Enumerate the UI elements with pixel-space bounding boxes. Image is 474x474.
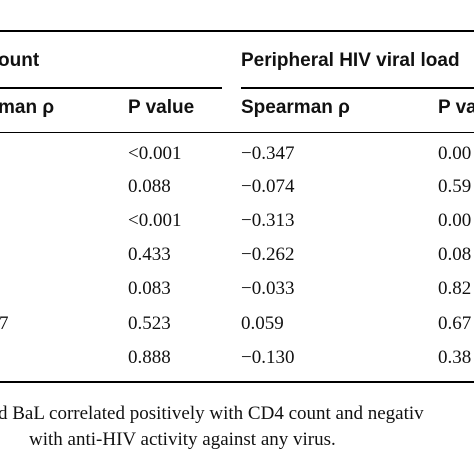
top-rule (0, 30, 474, 32)
col-header-spearman-left: man ρ (0, 97, 55, 118)
p-value-cell: 0.523 (128, 313, 171, 334)
p-value-cell: 0.083 (128, 278, 171, 299)
spearman-cell: 0.059 (241, 313, 284, 334)
p-value-cell: 0.433 (128, 244, 171, 265)
p-value-right-cell: 0.67 (438, 313, 472, 334)
p-value-right-cell: 0.38 (438, 347, 472, 368)
p-value-cell: 0.088 (128, 176, 171, 197)
spearman-cell: −0.313 (241, 210, 295, 231)
spearman-cell: −0.130 (241, 347, 295, 368)
group-underline-cd4 (0, 87, 222, 89)
col-header-p-value: P value (128, 97, 195, 118)
p-value-right-cell: 0.00 (438, 143, 472, 164)
p-value-cell: 0.888 (128, 347, 171, 368)
spearman-cell: −0.074 (241, 176, 295, 197)
spearman-left-cell: 7 (0, 313, 9, 334)
spearman-cell: −0.347 (241, 143, 295, 164)
col-header-p-value-right: P va (438, 97, 474, 118)
group-underline-viral-load (241, 87, 474, 89)
group-header-viral-load: Peripheral HIV viral load (241, 50, 460, 71)
group-header-cd4: ount (0, 50, 40, 71)
spearman-cell: −0.033 (241, 278, 295, 299)
p-value-right-cell: 0.82 (438, 278, 472, 299)
spearman-cell: −0.262 (241, 244, 295, 265)
header-rule (0, 132, 474, 133)
p-value-right-cell: 0.59 (438, 176, 472, 197)
p-value-cell: <0.001 (128, 143, 182, 164)
footnote-line-1: d BaL correlated positively with CD4 cou… (0, 403, 424, 424)
col-header-spearman: Spearman ρ (241, 97, 350, 118)
p-value-right-cell: 0.08 (438, 244, 472, 265)
footnote-line-2: with anti-HIV activity against any virus… (29, 429, 336, 450)
bottom-rule (0, 381, 474, 383)
p-value-cell: <0.001 (128, 210, 182, 231)
p-value-right-cell: 0.00 (438, 210, 472, 231)
